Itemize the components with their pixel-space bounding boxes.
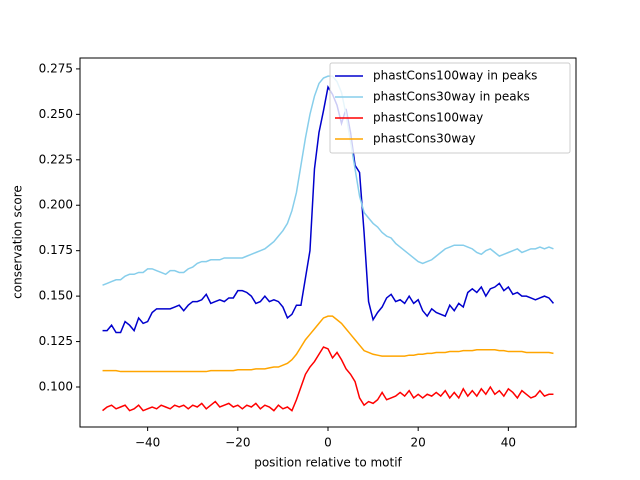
- x-axis-label: position relative to motif: [254, 456, 402, 470]
- y-tick-label: 0.275: [39, 61, 73, 75]
- x-tick-label: −20: [225, 436, 250, 450]
- y-tick-label: 0.200: [39, 198, 73, 212]
- y-tick-label: 0.100: [39, 380, 73, 394]
- x-tick-label: 20: [411, 436, 426, 450]
- y-tick-label: 0.175: [39, 243, 73, 257]
- x-tick-label: 0: [324, 436, 332, 450]
- legend-label: phastCons100way in peaks: [373, 69, 537, 83]
- y-tick-label: 0.125: [39, 334, 73, 348]
- legend-label: phastCons30way: [373, 132, 476, 146]
- series-line: [102, 85, 555, 334]
- y-tick-label: 0.250: [39, 107, 73, 121]
- series-line: [102, 75, 554, 286]
- y-axis-label: conservation score: [11, 185, 25, 299]
- x-tick-label: 40: [501, 436, 516, 450]
- legend-label: phastCons30way in peaks: [373, 90, 530, 104]
- legend-label: phastCons100way: [373, 111, 483, 125]
- x-tick-label: −40: [135, 436, 160, 450]
- y-tick-label: 0.225: [39, 152, 73, 166]
- y-tick-label: 0.150: [39, 289, 73, 303]
- legend-box: [329, 62, 571, 154]
- series-line: [102, 315, 554, 373]
- series-line: [102, 346, 554, 412]
